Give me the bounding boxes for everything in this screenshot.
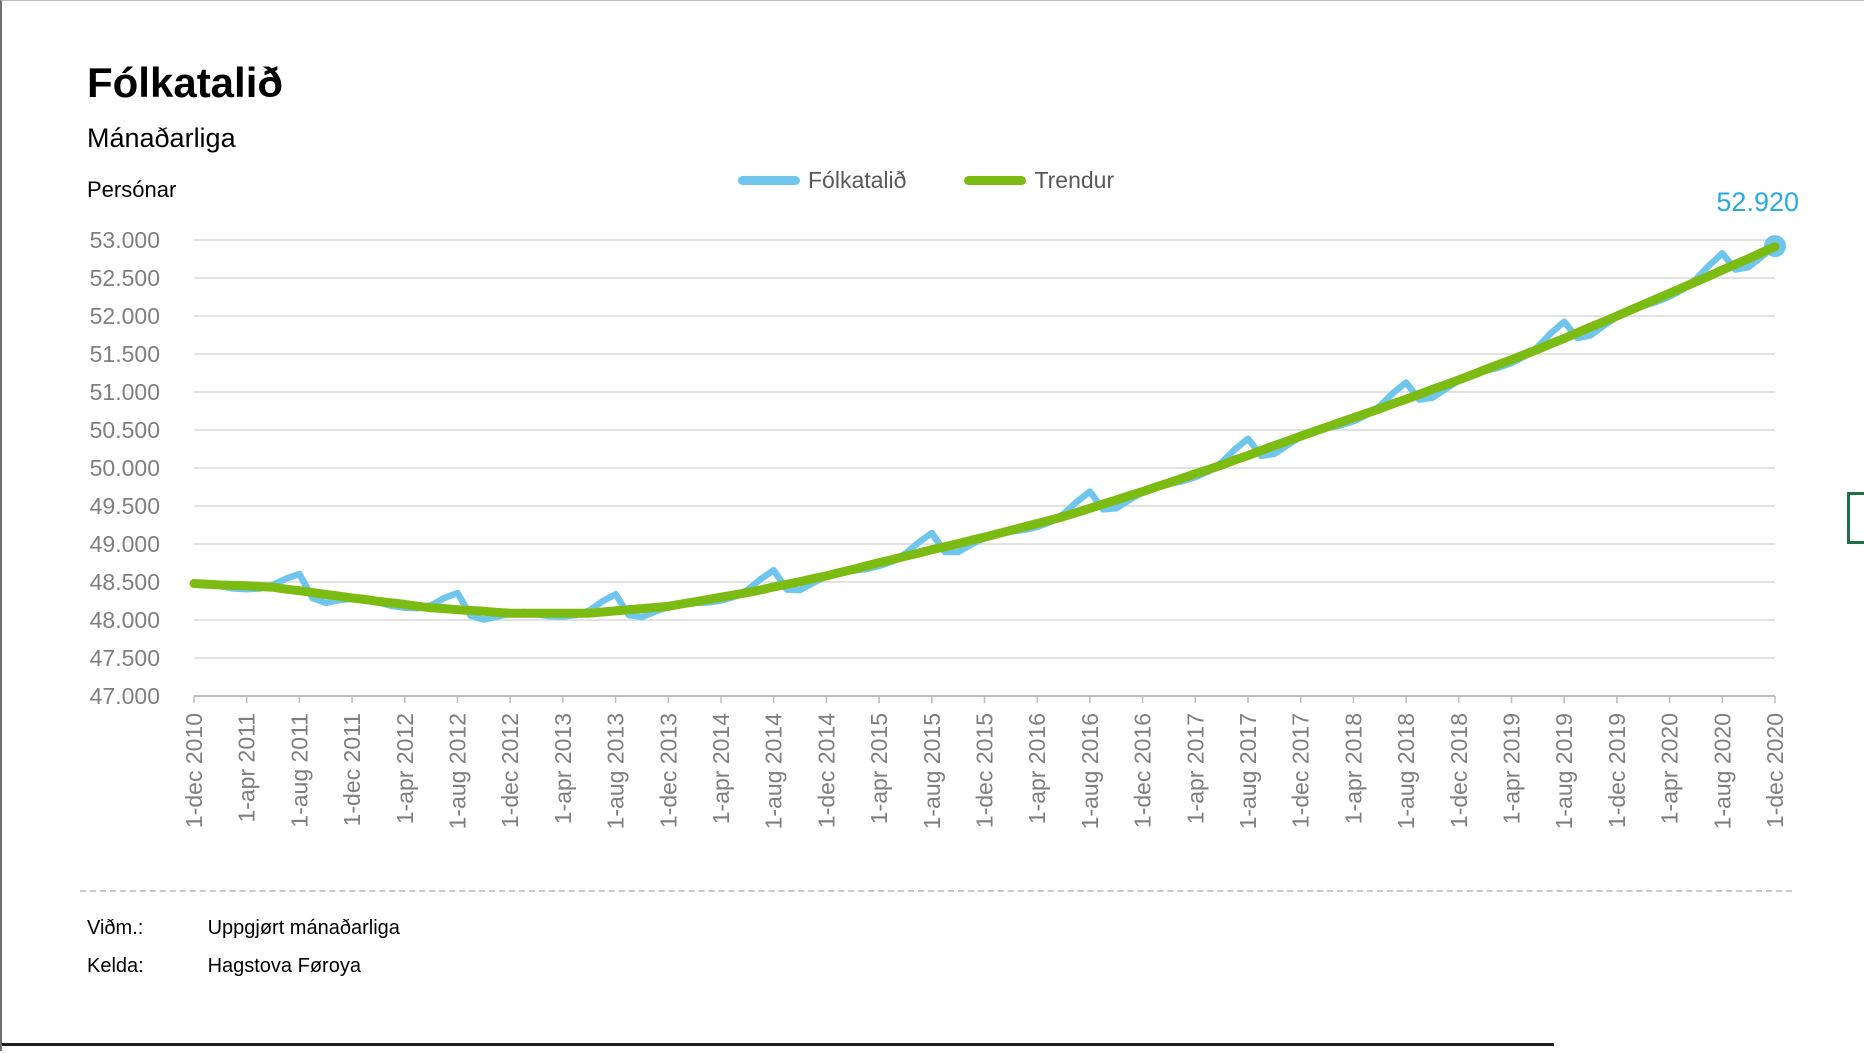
legend-label-trendur: Trendur bbox=[1034, 167, 1115, 193]
y-axis-tick-label: 49.500 bbox=[90, 493, 160, 519]
x-axis-tick-label: 1-apr 2020 bbox=[1657, 713, 1683, 824]
legend-label-folkatalid: Fólkatalið bbox=[808, 167, 907, 193]
y-axis-tick-label: 50.000 bbox=[90, 455, 160, 481]
x-axis-tick-label: 1-apr 2013 bbox=[550, 713, 576, 824]
x-axis-tick-label: 1-aug 2015 bbox=[919, 713, 945, 829]
x-axis-tick-label: 1-aug 2012 bbox=[445, 713, 471, 829]
y-axis-title: Persónar bbox=[87, 177, 177, 202]
bottom-border-line bbox=[2, 1043, 1554, 1046]
y-axis-tick-label: 48.500 bbox=[90, 569, 160, 595]
x-axis-tick-label: 1-apr 2011 bbox=[234, 713, 260, 823]
y-axis-tick-label: 48.000 bbox=[90, 607, 160, 633]
x-axis-tick-label: 1-dec 2011 bbox=[339, 713, 365, 826]
x-axis-tick-label: 1-dec 2019 bbox=[1604, 713, 1630, 828]
legend-swatch-folkatalid-icon bbox=[738, 176, 800, 185]
x-axis-tick-label: 1-apr 2019 bbox=[1499, 713, 1525, 824]
legend-item-trendur[interactable]: Trendur bbox=[964, 167, 1114, 194]
source-label: Kelda: bbox=[87, 955, 144, 977]
y-axis-tick-label: 51.500 bbox=[90, 341, 160, 367]
x-axis-tick-label: 1-aug 2018 bbox=[1393, 713, 1419, 829]
y-axis-tick-label: 52.000 bbox=[90, 303, 160, 329]
x-axis-tick-label: 1-dec 2020 bbox=[1762, 713, 1788, 828]
x-axis-tick-label: 1-aug 2017 bbox=[1235, 713, 1261, 829]
x-axis-tick-label: 1-aug 2014 bbox=[761, 713, 787, 830]
x-axis-tick-label: 1-apr 2015 bbox=[866, 713, 892, 824]
legend-swatch-trendur-icon bbox=[964, 176, 1027, 185]
series-line-trendur bbox=[189, 242, 1780, 618]
x-axis-tick-label: 1-dec 2017 bbox=[1288, 713, 1314, 828]
x-axis-tick-label: 1-aug 2011 bbox=[286, 713, 312, 828]
source-value: Hagstova Føroya bbox=[207, 955, 361, 977]
legend-item-folkatalid[interactable]: Fólkatalið bbox=[738, 167, 906, 194]
y-axis-tick-label: 52.500 bbox=[90, 265, 160, 291]
y-axis-tick-label: 51.000 bbox=[90, 379, 160, 405]
x-axis-tick-label: 1-dec 2013 bbox=[655, 713, 681, 828]
x-axis-tick-label: 1-apr 2014 bbox=[708, 713, 734, 824]
y-axis-tick-label: 53.000 bbox=[90, 227, 160, 253]
x-axis-tick-label: 1-dec 2015 bbox=[972, 713, 998, 828]
end-value-label: 52.920 bbox=[1716, 187, 1799, 217]
chart-title: Fólkatalið bbox=[87, 59, 284, 106]
chart-subtitle: Mánaðarliga bbox=[87, 123, 236, 153]
footnote-label: Viðm.: bbox=[87, 917, 144, 939]
x-axis-tick-label: 1-dec 2010 bbox=[181, 713, 207, 828]
x-axis-tick-label: 1-dec 2018 bbox=[1446, 713, 1472, 828]
y-axis-tick-label: 49.000 bbox=[90, 531, 160, 557]
x-axis-tick-label: 1-aug 2019 bbox=[1551, 713, 1577, 829]
legend: Fólkatalið Trendur bbox=[738, 167, 1114, 194]
x-axis-tick-label: 1-dec 2014 bbox=[813, 713, 839, 828]
x-axis-tick-label: 1-apr 2018 bbox=[1340, 713, 1366, 824]
y-axis-tick-label: 47.500 bbox=[90, 645, 160, 671]
resize-handle[interactable] bbox=[1847, 492, 1864, 544]
x-axis-tick-label: 1-apr 2012 bbox=[392, 713, 418, 824]
x-axis-tick-label: 1-apr 2016 bbox=[1024, 713, 1050, 824]
x-axis-tick-label: 1-aug 2013 bbox=[603, 713, 629, 829]
y-axis-tick-label: 47.000 bbox=[90, 683, 160, 709]
x-axis-tick-label: 1-dec 2016 bbox=[1130, 713, 1156, 828]
footnote-value: Uppgjørt mánaðarliga bbox=[207, 917, 400, 939]
series-line-folkatalid bbox=[190, 242, 1779, 623]
x-axis-tick-label: 1-apr 2017 bbox=[1182, 713, 1208, 824]
source-row: Kelda: Hagstova Føroya bbox=[87, 955, 361, 978]
x-axis-tick-label: 1-aug 2020 bbox=[1709, 713, 1735, 829]
x-axis-tick-label: 1-aug 2016 bbox=[1077, 713, 1103, 829]
footnote-row: Viðm.: Uppgjørt mánaðarliga bbox=[87, 917, 400, 940]
footer-divider bbox=[80, 890, 1792, 892]
x-axis-tick-label: 1-dec 2012 bbox=[497, 713, 523, 828]
y-axis-tick-label: 50.500 bbox=[90, 417, 160, 443]
